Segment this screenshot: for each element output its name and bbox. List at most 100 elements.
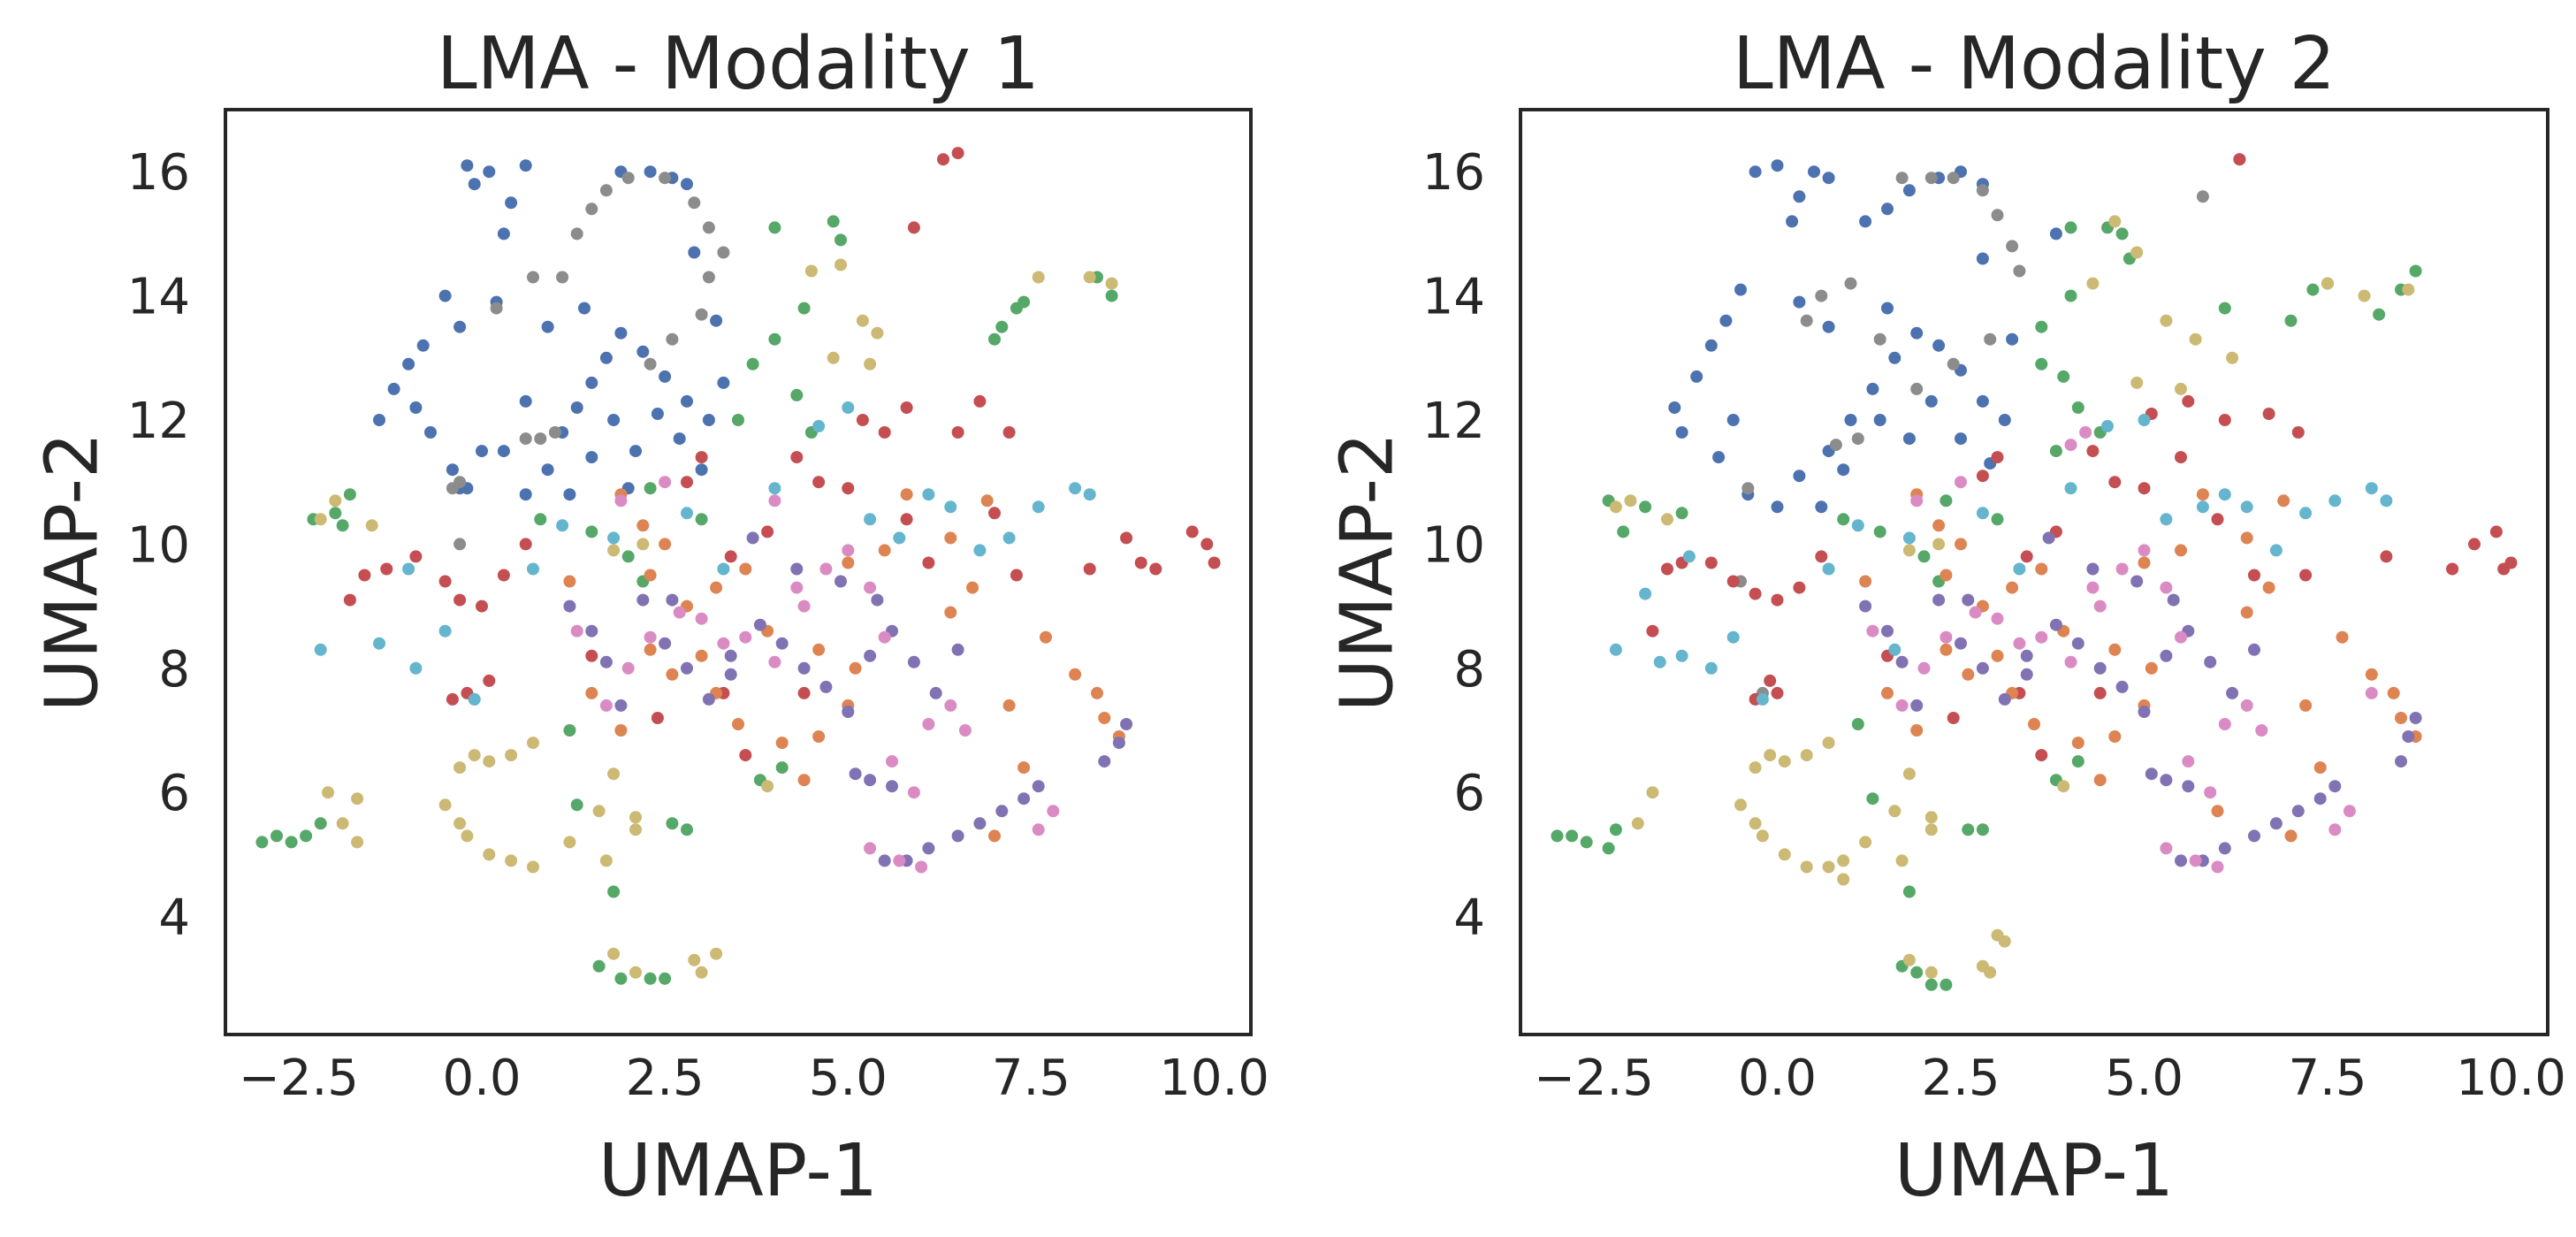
scatter-point — [2138, 544, 2151, 557]
scatter-point — [2358, 289, 2371, 302]
scatter-point — [849, 767, 862, 781]
scatter-point — [1185, 525, 1199, 538]
scatter-point — [695, 513, 708, 526]
scatter-point — [2277, 494, 2290, 508]
scatter-point — [1734, 798, 1747, 812]
scatter-point — [1756, 692, 1769, 706]
scatter-point — [2049, 618, 2062, 631]
scatter-point — [1793, 295, 1806, 309]
scatter-point — [842, 401, 855, 414]
scatter-point — [666, 593, 679, 607]
scatter-point — [2291, 805, 2305, 818]
scatter-point — [1040, 630, 1052, 644]
scatter-point — [1032, 823, 1045, 836]
scatter-point — [343, 593, 356, 607]
scatter-point — [1017, 792, 1031, 806]
scatter-point — [1749, 761, 1762, 775]
scatter-point — [1639, 587, 1652, 600]
scatter-point — [505, 749, 518, 762]
scatter-point — [1704, 339, 1718, 352]
scatter-point — [1098, 755, 1111, 768]
scatter-point — [2006, 240, 2019, 253]
scatter-point — [1002, 531, 1016, 545]
scatter-point — [812, 643, 826, 656]
scatter-point — [1120, 531, 1133, 545]
scatter-point — [2336, 630, 2349, 644]
scatter-point — [409, 661, 423, 675]
scatter-point — [856, 314, 869, 327]
scatter-point — [790, 562, 804, 576]
scatter-point — [1924, 394, 1938, 408]
scatter-point — [2064, 439, 2077, 452]
scatter-point — [1793, 190, 1806, 203]
scatter-point — [1609, 500, 1622, 514]
scatter-point — [519, 488, 532, 501]
x-tick-label: 10.0 — [1159, 1050, 1269, 1107]
scatter-point — [1998, 692, 2011, 706]
scatter-point — [1910, 699, 1924, 712]
scatter-point — [1881, 624, 1894, 638]
scatter-point — [842, 706, 855, 718]
scatter-point — [1976, 252, 1989, 265]
y-axis-label: UMAP-2 — [1326, 432, 1410, 712]
scatter-point — [659, 538, 672, 551]
scatter-point — [373, 414, 385, 426]
scatter-point — [2248, 829, 2260, 843]
scatter-point — [519, 538, 532, 551]
scatter-point — [907, 786, 920, 799]
scatter-point — [804, 264, 818, 278]
x-tick-label: 0.0 — [442, 1050, 521, 1107]
scatter-point — [659, 972, 672, 985]
y-tick-label: 4 — [158, 890, 190, 947]
scatter-point — [893, 854, 906, 867]
chart-title: LMA - Modality 1 — [437, 22, 1040, 106]
scatter-point — [548, 426, 561, 439]
scatter-point — [1976, 661, 1989, 675]
scatter-point — [1976, 394, 1989, 408]
scatter-point — [607, 947, 621, 960]
scatter-point — [416, 339, 430, 352]
scatter-point — [1955, 476, 1967, 489]
scatter-point — [2035, 630, 2048, 644]
scatter-point — [688, 196, 701, 210]
scatter-point — [797, 302, 811, 315]
scatter-point — [373, 637, 385, 650]
scatter-point — [607, 531, 621, 545]
y-tick-label: 14 — [127, 269, 190, 326]
scatter-point — [1764, 674, 1777, 687]
scatter-point — [599, 854, 613, 867]
scatter-point — [519, 432, 532, 446]
scatter-point — [2006, 332, 2019, 346]
scatter-point — [585, 624, 598, 638]
scatter-point — [702, 271, 715, 284]
scatter-point — [2248, 643, 2260, 656]
scatter-point — [483, 165, 496, 179]
scatter-point — [980, 494, 994, 508]
scatter-point — [644, 630, 657, 644]
scatter-point — [753, 618, 766, 631]
scatter-point — [2108, 476, 2122, 489]
scatter-point — [1851, 718, 1864, 730]
scatter-point — [835, 233, 847, 247]
scatter-point — [1991, 612, 2004, 625]
scatter-point — [636, 538, 650, 551]
scatter-point — [1749, 587, 1762, 600]
scatter-point — [659, 476, 672, 489]
scatter-point — [1149, 562, 1162, 576]
scatter-point — [1902, 531, 1916, 545]
scatter-point — [1749, 165, 1762, 179]
scatter-point — [621, 172, 635, 185]
scatter-point — [871, 326, 884, 340]
scatter-point — [900, 488, 913, 501]
scatter-point — [856, 414, 869, 426]
scatter-point — [1793, 470, 1806, 483]
scatter-point — [651, 712, 664, 724]
scatter-point — [673, 606, 686, 619]
scatter-point — [2093, 599, 2107, 613]
scatter-point — [886, 780, 898, 793]
scatter-point — [842, 482, 855, 495]
scatter-point — [1932, 538, 1946, 551]
scatter-point — [314, 513, 327, 526]
scatter-point — [886, 755, 898, 768]
